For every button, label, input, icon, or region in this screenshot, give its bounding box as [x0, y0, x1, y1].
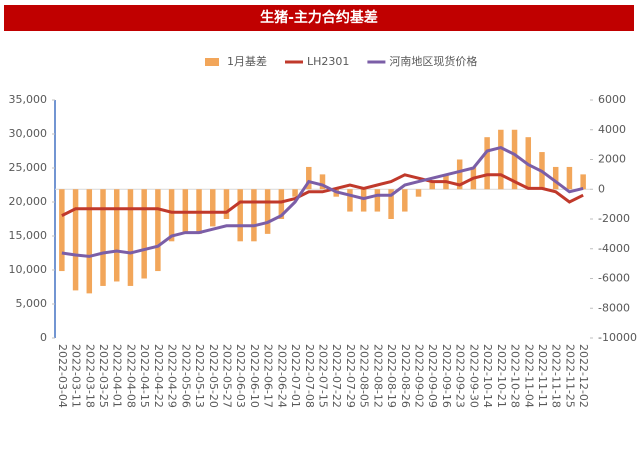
- bar: [456, 159, 463, 190]
- x-tick-label: 2022-07-15: [317, 344, 330, 408]
- x-tick-label: 2022-10-21: [495, 344, 508, 408]
- x-tick-label: 2022-07-22: [330, 344, 343, 408]
- y-tick-label: 35,000: [9, 93, 48, 106]
- y2-tick-label: 6000: [598, 93, 626, 106]
- x-tick-label: 2022-12-02: [577, 344, 590, 408]
- y-tick-label: 15,000: [9, 229, 48, 242]
- x-tick-label: 2022-09-09: [426, 344, 439, 408]
- y2-tick-label: -10000: [598, 331, 637, 344]
- x-tick-label: 2022-06-24: [275, 344, 288, 408]
- legend-label: 1月基差: [227, 54, 267, 68]
- line: [61, 173, 584, 217]
- bar: [388, 189, 394, 219]
- bar: [155, 189, 161, 272]
- bar: [402, 189, 408, 212]
- bar: [113, 189, 120, 282]
- x-tick-label: 2022-06-03: [234, 344, 247, 408]
- x-tick-label: 2022-07-01: [289, 344, 302, 408]
- y2-tick-label: -4000: [598, 242, 630, 255]
- bar: [360, 189, 367, 212]
- bar: [264, 189, 271, 234]
- legend-label: LH2301: [307, 55, 349, 68]
- y2-tick-label: -6000: [598, 272, 630, 285]
- x-tick-label: 2022-09-16: [440, 344, 453, 408]
- x-tick-label: 2022-04-22: [152, 344, 165, 408]
- x-tick-label: 2022-03-11: [70, 344, 83, 408]
- x-tick-label: 2022-05-20: [207, 344, 220, 408]
- legend-swatch: [205, 58, 219, 66]
- bar: [580, 174, 586, 190]
- x-tick-label: 2022-04-01: [111, 344, 124, 408]
- x-tick-label: 2022-05-27: [220, 344, 233, 408]
- bar: [566, 166, 573, 190]
- y-tick-label: 0: [40, 331, 47, 344]
- y-tick-label: 25,000: [9, 161, 48, 174]
- bar: [278, 189, 285, 219]
- bar: [223, 189, 230, 219]
- x-tick-label: 2022-11-11: [536, 344, 549, 408]
- x-tick-label: 2022-06-17: [262, 344, 275, 408]
- x-tick-label: 2022-10-28: [509, 344, 522, 408]
- bar: [168, 189, 175, 242]
- x-tick-label: 2022-04-29: [166, 344, 179, 408]
- y2-tick-label: 0: [598, 182, 605, 195]
- legend-label: 河南地区现货价格: [389, 54, 477, 68]
- bar: [59, 189, 65, 272]
- x-tick-label: 2022-11-04: [522, 344, 535, 408]
- x-tick-label: 2022-08-05: [358, 344, 371, 408]
- line: [61, 146, 584, 258]
- bar: [127, 189, 134, 286]
- title-bar: [4, 5, 634, 31]
- y-tick-label: 10,000: [9, 263, 48, 276]
- x-tick-label: 2022-03-04: [56, 344, 69, 408]
- x-tick-label: 2022-08-19: [385, 344, 398, 408]
- y2-tick-label: -2000: [598, 212, 630, 225]
- x-tick-label: 2022-07-08: [303, 344, 316, 408]
- bar: [347, 189, 353, 212]
- bar: [100, 189, 106, 286]
- x-tick-label: 2022-03-25: [97, 344, 110, 408]
- x-tick-label: 2022-05-06: [179, 344, 192, 408]
- x-tick-label: 2022-04-08: [124, 344, 137, 408]
- chart-title: 生猪-主力合约基差: [260, 9, 378, 26]
- x-tick-label: 2022-10-14: [481, 344, 494, 408]
- x-tick-label: 2022-09-23: [454, 344, 467, 408]
- bar: [237, 189, 243, 242]
- y2-tick-label: 4000: [598, 123, 626, 136]
- x-tick-label: 2022-06-10: [248, 344, 261, 408]
- bar: [498, 129, 504, 190]
- y-tick-label: 30,000: [9, 127, 48, 140]
- y-tick-label: 20,000: [9, 195, 48, 208]
- x-tick-label: 2022-03-18: [83, 344, 96, 408]
- bar: [319, 174, 326, 190]
- bar: [292, 189, 298, 197]
- bar: [429, 181, 435, 190]
- bar: [511, 129, 518, 190]
- y2-tick-label: -8000: [598, 301, 630, 314]
- x-tick-label: 2022-04-15: [138, 344, 151, 408]
- bar: [415, 189, 422, 197]
- bar: [86, 189, 93, 294]
- bar: [251, 189, 257, 242]
- x-tick-label: 2022-11-18: [550, 344, 563, 408]
- x-tick-label: 2022-08-12: [371, 344, 384, 408]
- x-tick-label: 2022-11-25: [563, 344, 576, 408]
- bar: [306, 166, 312, 190]
- bar: [552, 166, 559, 190]
- x-tick-label: 2022-08-26: [399, 344, 412, 408]
- x-tick-label: 2022-07-29: [344, 344, 357, 408]
- bar: [141, 189, 147, 279]
- bar: [210, 189, 216, 227]
- bar: [484, 137, 490, 190]
- x-tick-label: 2022-09-30: [467, 344, 480, 408]
- bar: [72, 189, 79, 291]
- bar: [374, 189, 381, 212]
- x-tick-label: 2022-09-02: [413, 344, 426, 408]
- y2-tick-label: 2000: [598, 153, 626, 166]
- x-tick-label: 2022-05-13: [193, 344, 206, 408]
- y-tick-label: 5,000: [16, 297, 48, 310]
